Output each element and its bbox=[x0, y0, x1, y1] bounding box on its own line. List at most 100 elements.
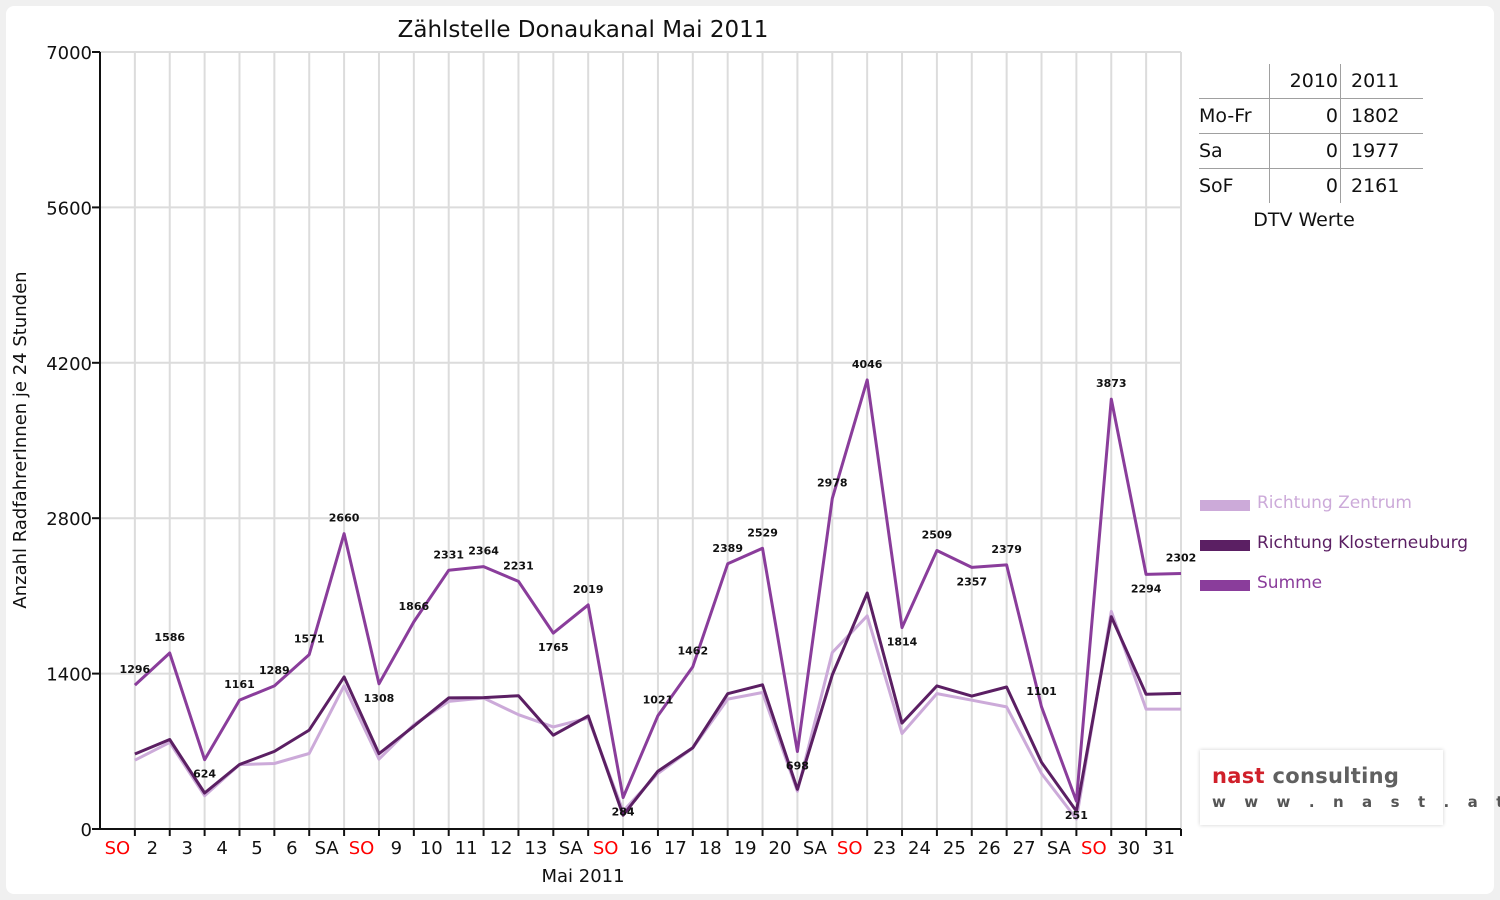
data-label: 2019 bbox=[573, 583, 604, 596]
dtv-row-label: SoF bbox=[1199, 168, 1270, 203]
data-label: 1765 bbox=[538, 641, 569, 654]
x-tick-label: 17 bbox=[664, 838, 687, 859]
company-logo: nast consulting w w w . n a s t . a t bbox=[1200, 750, 1500, 825]
data-label: 1161 bbox=[224, 678, 255, 691]
data-label: 284 bbox=[612, 805, 635, 818]
x-tick-label: SA bbox=[1047, 838, 1072, 859]
data-label: 2529 bbox=[747, 526, 778, 539]
y-tick-label: 5600 bbox=[46, 198, 92, 219]
x-tick-label: 10 bbox=[420, 838, 443, 859]
x-tick-label: SO bbox=[837, 838, 863, 859]
x-tick-label: 16 bbox=[629, 838, 652, 859]
legend-swatch bbox=[1200, 500, 1250, 511]
data-label: 1289 bbox=[259, 664, 290, 677]
dtv-header-2011: 2011 bbox=[1340, 64, 1423, 99]
dtv-value-2010: 0 bbox=[1269, 168, 1341, 203]
dtv-row-sa: Sa 0 1977 bbox=[1199, 133, 1423, 169]
y-tick-label: 0 bbox=[81, 820, 92, 841]
data-label: 2294 bbox=[1131, 582, 1162, 595]
x-tick-label: SO bbox=[349, 838, 375, 859]
dtv-row-label: Mo-Fr bbox=[1199, 98, 1270, 134]
data-label: 1462 bbox=[677, 645, 708, 658]
x-tick-label: 18 bbox=[699, 838, 722, 859]
x-tick-label: 31 bbox=[1152, 838, 1175, 859]
dtv-caption: DTV Werte bbox=[1253, 209, 1355, 231]
data-label: 2364 bbox=[468, 545, 499, 558]
dtv-row-sof: SoF 0 2161 bbox=[1199, 168, 1423, 203]
data-label: 2509 bbox=[922, 529, 953, 542]
legend-label: Richtung Klosterneuburg bbox=[1257, 533, 1469, 553]
x-tick-label: 11 bbox=[455, 838, 478, 859]
data-label: 698 bbox=[786, 760, 809, 773]
dtv-header-2010: 2010 bbox=[1269, 64, 1341, 99]
x-tick-label: 25 bbox=[943, 838, 966, 859]
data-label: 3873 bbox=[1096, 377, 1127, 390]
data-label: 1586 bbox=[154, 631, 185, 644]
data-label: 1308 bbox=[364, 692, 395, 705]
y-tick-label: 1400 bbox=[46, 665, 92, 686]
data-label: 1866 bbox=[399, 600, 430, 613]
x-tick-label: 3 bbox=[181, 838, 192, 859]
x-axis-label: Mai 2011 bbox=[541, 866, 624, 887]
x-tick-label: 30 bbox=[1117, 838, 1140, 859]
x-tick-label: 2 bbox=[147, 838, 158, 859]
data-label: 2331 bbox=[433, 548, 464, 561]
dtv-value-2011: 2161 bbox=[1351, 175, 1400, 197]
logo-text: consulting bbox=[1264, 764, 1400, 788]
x-tick-label: SO bbox=[1081, 838, 1107, 859]
series-line-3 bbox=[133, 378, 1182, 803]
legend-swatch bbox=[1200, 580, 1250, 591]
y-tick-label: 4200 bbox=[46, 354, 92, 375]
data-label: 2660 bbox=[329, 512, 360, 525]
x-tick-label: SO bbox=[105, 838, 131, 859]
logo-url: w w w . n a s t . a t bbox=[1212, 793, 1500, 811]
data-label: 1814 bbox=[887, 636, 918, 649]
x-tick-label: SO bbox=[593, 838, 619, 859]
data-label: 2302 bbox=[1166, 551, 1197, 564]
dtv-value-2011: 1802 bbox=[1340, 98, 1423, 134]
data-label: 1296 bbox=[120, 663, 151, 676]
x-tick-label: 23 bbox=[873, 838, 896, 859]
chart-title: Zählstelle Donaukanal Mai 2011 bbox=[398, 17, 769, 43]
x-tick-label: SA bbox=[803, 838, 828, 859]
series-line-2 bbox=[134, 591, 1182, 817]
dtv-value-2010: 0 bbox=[1269, 98, 1341, 134]
x-tick-label: 9 bbox=[391, 838, 402, 859]
x-tick-label: 13 bbox=[524, 838, 547, 859]
x-tick-label: 20 bbox=[769, 838, 792, 859]
x-tick-label: 19 bbox=[734, 838, 757, 859]
dtv-row-label: Sa bbox=[1199, 133, 1270, 169]
x-tick-label: 4 bbox=[216, 838, 227, 859]
dtv-header-row: 2010 2011 bbox=[1199, 64, 1423, 99]
x-tick-label: 24 bbox=[908, 838, 931, 859]
dtv-value-2010: 0 bbox=[1269, 133, 1341, 169]
data-label: 4046 bbox=[852, 358, 883, 371]
x-tick-label: SA bbox=[559, 838, 584, 859]
legend-label: Summe bbox=[1257, 573, 1323, 593]
legend-label: Richtung Zentrum bbox=[1257, 493, 1412, 513]
dtv-row-mofr: Mo-Fr 0 1802 bbox=[1199, 98, 1423, 134]
dtv-table: 2010 2011 Mo-Fr 0 1802 Sa 0 1977 SoF 0 2… bbox=[1199, 64, 1423, 203]
x-tick-label: 6 bbox=[286, 838, 297, 859]
x-tick-label: 26 bbox=[978, 838, 1001, 859]
x-tick-label: 12 bbox=[490, 838, 513, 859]
y-axis-label: Anzahl RadfahrerInnen je 24 Stunden bbox=[10, 271, 31, 608]
data-label: 1571 bbox=[294, 633, 325, 646]
x-tick-label: 5 bbox=[251, 838, 262, 859]
y-tick-label: 7000 bbox=[46, 43, 92, 64]
data-label: 2357 bbox=[956, 575, 987, 588]
data-label: 624 bbox=[193, 768, 216, 781]
data-label: 2379 bbox=[991, 543, 1022, 556]
data-label: 251 bbox=[1065, 809, 1088, 822]
x-tick-label: SA bbox=[315, 838, 340, 859]
logo-brand: nast bbox=[1212, 764, 1265, 788]
data-label: 2389 bbox=[712, 542, 743, 555]
data-label: 2231 bbox=[503, 559, 534, 572]
legend-swatch bbox=[1200, 540, 1250, 551]
data-label: 2978 bbox=[817, 476, 848, 489]
x-tick-label: 27 bbox=[1013, 838, 1036, 859]
data-label: 1101 bbox=[1026, 685, 1057, 698]
y-tick-label: 2800 bbox=[46, 509, 92, 530]
dtv-value-2011: 1977 bbox=[1340, 133, 1423, 169]
